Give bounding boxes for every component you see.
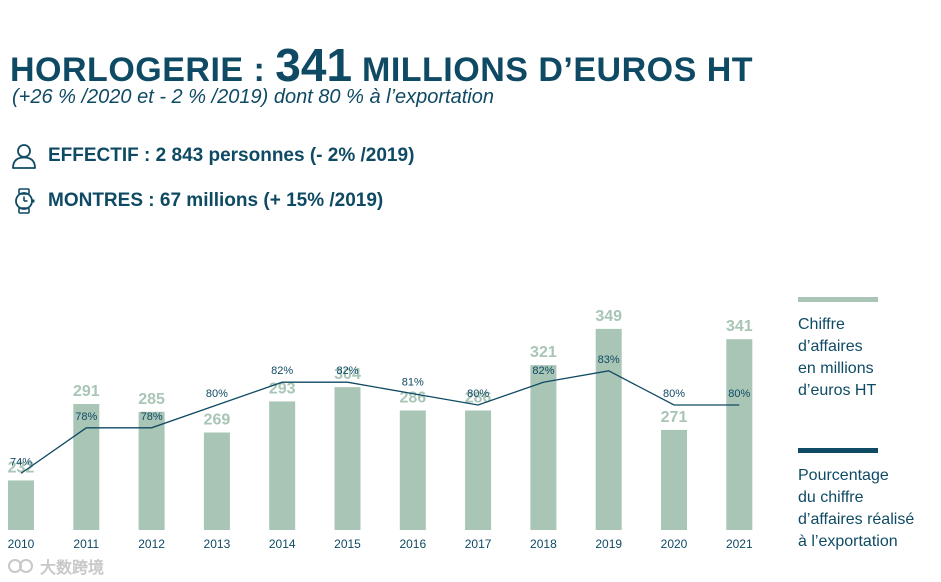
line-value-label: 82% [336, 365, 358, 377]
line-value-label: 78% [75, 411, 97, 423]
stat-montres: MONTRES : 67 millions (+ 15% /2019) [10, 186, 383, 216]
x-tick-label: 2021 [726, 537, 753, 551]
legend-swatch-export [798, 448, 878, 453]
bar [726, 339, 753, 530]
bar-value-label: 291 [73, 383, 100, 400]
x-tick-label: 2010 [8, 537, 35, 551]
bar-value-label: 269 [204, 412, 231, 429]
x-tick-label: 2012 [138, 537, 165, 551]
bar-value-label: 232 [8, 459, 35, 476]
x-tick-label: 2014 [269, 537, 296, 551]
watch-icon [15, 188, 35, 214]
bar [530, 365, 557, 530]
title-value: 341 [275, 39, 353, 91]
bar-value-label: 304 [334, 366, 361, 383]
legend-line: Pourcentage [798, 467, 889, 484]
legend-swatch-revenue [798, 297, 878, 302]
line-value-label: 78% [141, 411, 163, 423]
legend-line: d’affaires [798, 338, 863, 355]
legend-item-export: Pourcentage du chiffre d’affaires réalis… [798, 448, 938, 553]
export-line [20, 370, 740, 474]
bar-value-label: 293 [269, 380, 296, 397]
person-icon [12, 144, 36, 169]
bar [203, 432, 230, 530]
legend-item-revenue: Chiffre d’affaires en millions d’euros H… [798, 297, 938, 402]
line-value-label: 83% [598, 354, 620, 366]
x-tick-label: 2011 [73, 537, 99, 551]
bar [465, 410, 492, 530]
bar [661, 429, 687, 530]
bar [138, 411, 165, 530]
legend-line: à l’exportation [798, 533, 898, 550]
bar [399, 410, 426, 530]
x-tick-label: 2019 [595, 537, 622, 551]
watermark-text: 大数跨境 [40, 560, 105, 577]
line-value-label: 82% [271, 365, 293, 377]
x-tick-label: 2020 [661, 537, 688, 551]
legend-label-export: Pourcentage du chiffre d’affaires réalis… [798, 465, 938, 553]
bar-value-label: 286 [399, 389, 426, 406]
legend-label-revenue: Chiffre d’affaires en millions d’euros H… [798, 314, 938, 402]
bar-value-label: 341 [726, 318, 753, 335]
legend-line: d’euros HT [798, 382, 877, 399]
bar [8, 480, 34, 530]
line-value-label: 81% [402, 377, 424, 389]
stat-effectif-text: EFFECTIF : 2 843 personnes (- 2% /2019) [48, 145, 415, 166]
line-value-label: 80% [467, 388, 489, 400]
legend-line: Chiffre [798, 316, 845, 333]
stat-effectif: EFFECTIF : 2 843 personnes (- 2% /2019) [10, 141, 414, 171]
line-value-label: 80% [663, 388, 685, 400]
bar [595, 328, 622, 530]
chart: 232 2010 291 2011 285 2012 269 2013 293 2014 304 20… [8, 308, 753, 551]
bar [269, 401, 296, 530]
page-title: HORLOGERIE : 341 MILLIONS D’EUROS HT [10, 38, 753, 92]
line-value-label: 82% [532, 365, 554, 377]
legend-line: du chiffre [798, 489, 864, 506]
line-value-label: 80% [206, 388, 228, 400]
legend-line: en millions [798, 360, 874, 377]
title-prefix: HORLOGERIE : [10, 51, 276, 89]
x-tick-label: 2017 [465, 537, 492, 551]
bar-value-label: 271 [661, 409, 688, 426]
page-subtitle: (+26 % /2020 et - 2 % /2019) dont 80 % à… [12, 86, 494, 108]
line-value-label: 80% [728, 388, 750, 400]
watermark: 大数跨境 [6, 554, 104, 578]
bar [73, 404, 100, 530]
legend-line: d’affaires réalisé [798, 511, 915, 528]
title-suffix: MILLIONS D’EUROS HT [352, 51, 754, 89]
stat-montres-text: MONTRES : 67 millions (+ 15% /2019) [48, 190, 384, 211]
line-value-label: 74% [10, 456, 32, 468]
bar-value-label: 321 [530, 344, 557, 361]
x-tick-label: 2018 [530, 537, 557, 551]
bar-value-label: 349 [595, 308, 622, 325]
bar-value-label: 285 [138, 391, 165, 408]
x-tick-label: 2015 [334, 537, 361, 551]
x-tick-label: 2016 [399, 537, 426, 551]
bar [334, 387, 361, 530]
watermark-logo-icon [8, 559, 33, 573]
x-tick-label: 2013 [204, 537, 231, 551]
